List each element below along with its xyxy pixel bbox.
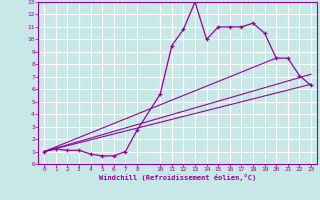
X-axis label: Windchill (Refroidissement éolien,°C): Windchill (Refroidissement éolien,°C) xyxy=(99,174,256,181)
